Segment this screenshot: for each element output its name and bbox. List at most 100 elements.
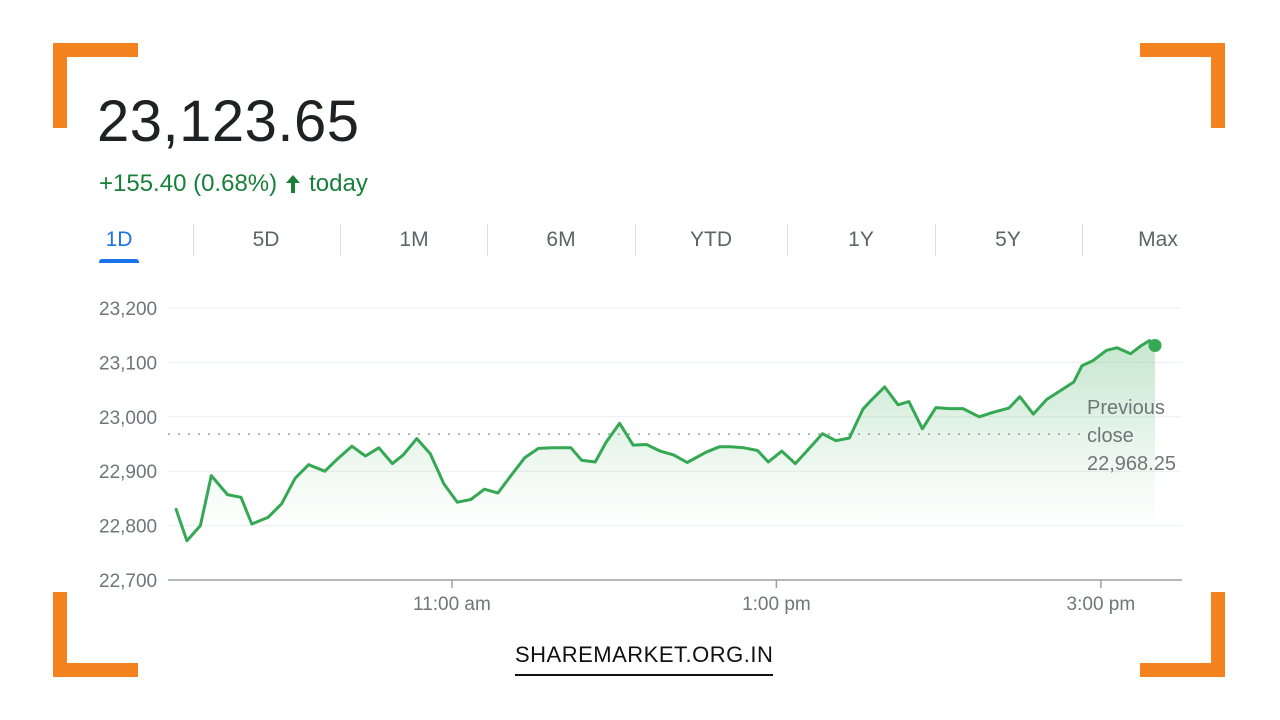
price-point: [1091, 359, 1095, 363]
price-point: [323, 469, 327, 473]
price-point: [645, 443, 649, 447]
price-point: [1072, 380, 1076, 384]
price-point: [509, 473, 513, 477]
tab-separator: [1082, 224, 1083, 256]
arrow-up-icon: [286, 175, 301, 193]
range-tabs: 1D 5D 1M 6M YTD 1Y 5Y Max: [0, 222, 1280, 266]
price-point: [280, 502, 284, 506]
price-point: [569, 446, 573, 450]
price-point: [920, 427, 924, 431]
tab-6m[interactable]: 6M: [546, 228, 576, 251]
price-point: [377, 446, 381, 450]
price-point: [672, 453, 676, 457]
price-point: [847, 436, 851, 440]
price-point: [604, 440, 608, 444]
price-point: [266, 515, 270, 519]
y-tick-label: 22,700: [99, 571, 157, 592]
price-point: [766, 460, 770, 464]
price-point: [1031, 412, 1035, 416]
price-point: [704, 450, 708, 454]
tab-ytd[interactable]: YTD: [690, 228, 732, 251]
y-tick-label: 22,800: [99, 517, 157, 538]
price-point: [350, 444, 354, 448]
tab-separator: [487, 224, 488, 256]
price-point: [1139, 344, 1143, 348]
price-point: [536, 446, 540, 450]
price-point: [834, 439, 838, 443]
price-point: [1104, 348, 1108, 352]
price-point: [226, 493, 230, 497]
price-point: [496, 491, 500, 495]
price-point: [363, 454, 367, 458]
price-point: [185, 539, 189, 543]
price-point: [209, 474, 213, 478]
corner-bracket-bottom-right: [1140, 592, 1225, 677]
x-tick-label: 11:00 am: [413, 594, 491, 615]
tab-separator: [787, 224, 788, 256]
price-point: [728, 445, 732, 449]
tab-5y[interactable]: 5Y: [995, 228, 1021, 251]
tab-max[interactable]: Max: [1138, 228, 1178, 251]
tab-5d[interactable]: 5D: [252, 228, 280, 251]
previous-close-label: close: [1087, 425, 1134, 447]
price-point: [401, 453, 405, 457]
tab-separator: [340, 224, 341, 256]
y-tick-label: 23,100: [99, 353, 157, 374]
price-point: [907, 400, 911, 404]
tab-1m[interactable]: 1M: [399, 228, 429, 251]
price-area-fill: [176, 340, 1156, 541]
price-point: [455, 500, 459, 504]
price-point: [1018, 395, 1022, 399]
site-watermark[interactable]: SHAREMARKET.ORG.IN: [515, 642, 774, 676]
price-change: +155.40 (0.68%) today: [99, 170, 368, 198]
tab-1y[interactable]: 1Y: [848, 228, 874, 251]
price-point: [307, 463, 311, 467]
price-point: [948, 407, 952, 411]
price-point: [580, 458, 584, 462]
price-point: [820, 432, 824, 436]
tab-1d[interactable]: 1D: [105, 228, 133, 251]
price-point: [1058, 389, 1062, 393]
price-point: [293, 476, 297, 480]
last-price-marker: [1148, 339, 1162, 352]
price-point: [977, 415, 981, 419]
price-point: [390, 462, 394, 466]
price-point: [198, 524, 202, 528]
x-tick-label: 1:00 pm: [742, 594, 811, 615]
price-point: [793, 462, 797, 466]
price-point: [523, 456, 527, 460]
price-point: [550, 446, 554, 450]
price-point: [756, 449, 760, 453]
tab-separator: [935, 224, 936, 256]
price-point: [861, 407, 865, 411]
y-tick-label: 23,200: [99, 299, 157, 320]
price-point: [1007, 406, 1011, 410]
price-point: [239, 495, 243, 499]
corner-bracket-top-right: [1140, 43, 1225, 128]
price-point: [807, 447, 811, 451]
price-point: [1080, 364, 1084, 368]
price-point: [780, 449, 784, 453]
price-line: [174, 339, 1157, 543]
price-point: [934, 406, 938, 410]
price-point: [631, 443, 635, 447]
corner-bracket-bottom-left: [53, 592, 138, 677]
corner-bracket-top-left: [53, 43, 138, 128]
price-point: [883, 385, 887, 389]
price-point: [482, 487, 486, 491]
price-point: [593, 460, 597, 464]
previous-close-label: Previous: [1087, 397, 1165, 419]
price-change-value: +155.40 (0.68%): [99, 170, 278, 197]
price-point: [685, 461, 689, 465]
price-point: [1115, 346, 1119, 350]
price-point: [469, 498, 473, 502]
tab-separator: [193, 224, 194, 256]
tab-separator: [635, 224, 636, 256]
y-tick-label: 22,900: [99, 462, 157, 483]
price-point: [896, 403, 900, 407]
x-tick-label: 3:00 pm: [1067, 594, 1136, 615]
price-chart[interactable]: 22,700 22,800 22,900 23,000 23,100 23,200 11:0…: [0, 0, 1280, 640]
price-point: [658, 449, 662, 453]
price-point: [869, 399, 873, 403]
